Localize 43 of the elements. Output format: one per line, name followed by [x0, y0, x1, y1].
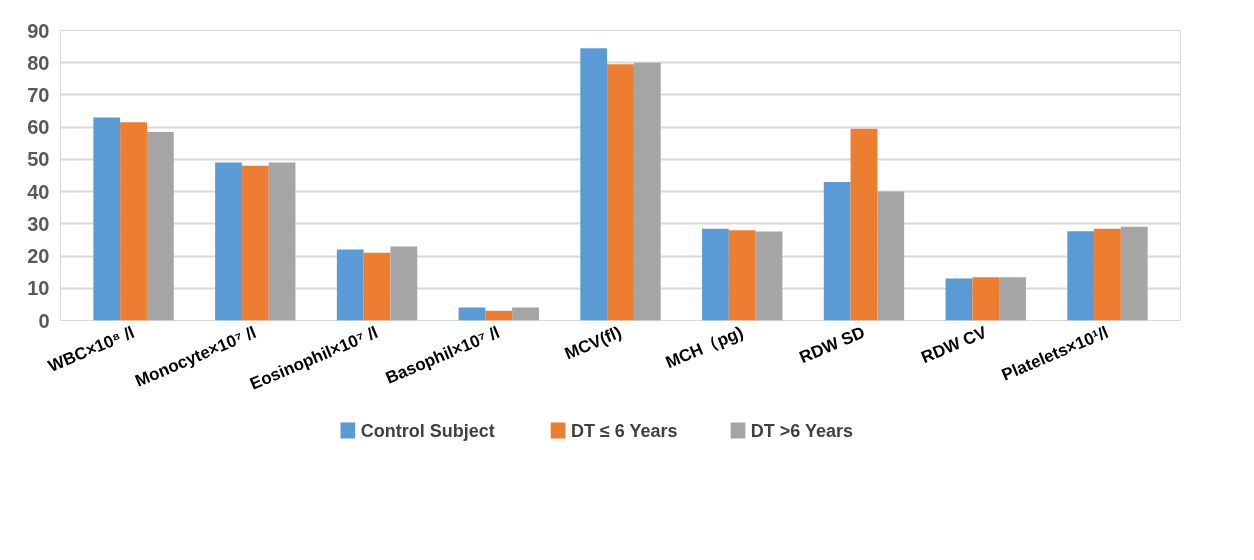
bar — [120, 122, 147, 321]
bar — [1120, 226, 1148, 321]
x-tick-label: MCH（pg) — [662, 322, 746, 373]
bar — [702, 228, 729, 321]
bar — [945, 278, 973, 321]
bar — [363, 252, 391, 321]
y-tick-label: 30 — [27, 212, 50, 235]
bar — [215, 162, 242, 321]
bar — [268, 162, 296, 321]
bar — [877, 191, 905, 321]
legend-label: DT >6 Years — [750, 420, 854, 441]
y-tick-label: 10 — [27, 277, 50, 300]
y-tick-label: 40 — [27, 180, 50, 203]
bar — [1094, 228, 1121, 321]
bar — [633, 62, 661, 321]
y-tick-label: 50 — [27, 148, 50, 171]
bar — [972, 277, 1000, 321]
bar — [850, 128, 878, 321]
x-tick-label: RDW SD — [796, 322, 868, 368]
bar — [458, 307, 486, 321]
bar — [1067, 231, 1095, 321]
bar — [755, 231, 783, 321]
bar — [823, 181, 851, 321]
bar — [241, 165, 269, 321]
bar — [728, 230, 756, 321]
y-tick-label: 70 — [27, 83, 50, 106]
bar — [580, 48, 608, 321]
bar — [485, 310, 513, 321]
y-tick-label: 20 — [27, 245, 50, 268]
y-tick-label: 0 — [38, 309, 50, 332]
x-tick-label: RDW CV — [918, 322, 991, 368]
y-tick-label: 60 — [27, 116, 50, 139]
bar — [390, 246, 418, 321]
bar — [93, 117, 121, 321]
y-tick-label: 80 — [27, 51, 50, 74]
bar — [146, 132, 174, 321]
bar — [512, 307, 539, 321]
legend-label: Control Subject — [360, 420, 495, 441]
bar — [607, 64, 634, 321]
bar — [999, 277, 1026, 321]
y-tick-label: 90 — [27, 19, 50, 42]
legend-label: DT ≤ 6 Years — [570, 420, 678, 441]
bar — [336, 249, 364, 321]
